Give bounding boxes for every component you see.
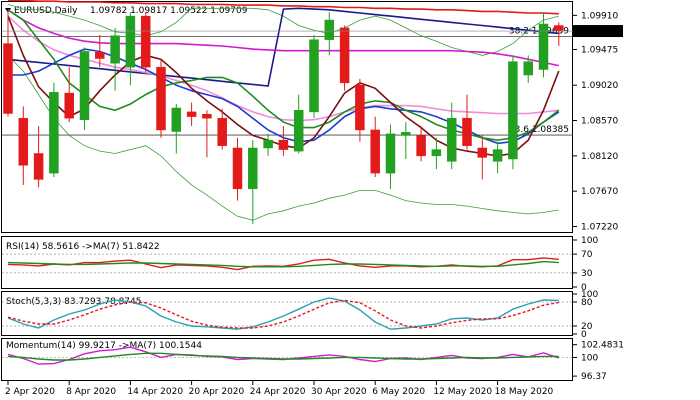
y-tick-label: 0 <box>581 283 587 293</box>
indicator-line <box>7 352 559 361</box>
x-tick-label: 2 Apr 2020 <box>5 387 55 397</box>
price-label-box <box>573 25 623 38</box>
candle-body <box>110 35 120 64</box>
candle-body <box>523 61 533 76</box>
candle-body <box>508 61 518 160</box>
candle-body <box>186 111 197 117</box>
rsi-label: RSI(14) 58.5616 ->MA(7) 51.8422 <box>6 242 160 252</box>
x-tick-label: 6 May 2020 <box>372 387 425 397</box>
candle-body <box>401 132 411 136</box>
stoch-label: Stoch(5,3,3) 83.7293 78.8745 <box>6 297 141 307</box>
candle-body <box>64 92 74 119</box>
rsi-panel-border <box>1 236 573 289</box>
y-tick-label: 100 <box>581 236 598 246</box>
x-axis: 2 Apr 2020 8 Apr 2020 14 Apr 2020 20 Apr 20… <box>5 381 554 397</box>
candle-body <box>95 51 105 59</box>
candle-body <box>324 19 335 40</box>
main-panel-border <box>1 1 573 233</box>
candle-body <box>446 117 457 162</box>
candle-body <box>416 135 426 157</box>
candle-body <box>492 149 503 162</box>
momentum-panel: 102.4831 100 96.37 <box>2 341 624 382</box>
candle-body <box>140 15 151 68</box>
price-label: 1.09709 <box>577 28 618 38</box>
ohlc-header: 1.09782 1.09817 1.09522 1.09709 <box>90 6 248 16</box>
candle-body <box>462 117 472 146</box>
candle-body <box>431 149 442 157</box>
y-tick-label: 1.07220 <box>581 223 618 233</box>
y-tick-label: 20 <box>581 322 593 332</box>
y-tick-label: 100 <box>581 290 598 300</box>
x-tick-label: 20 Apr 2020 <box>189 387 245 397</box>
candle-body <box>370 129 380 174</box>
y-tick-label: 30 <box>581 269 593 279</box>
moving-average-line <box>7 9 560 142</box>
candle-body <box>125 15 136 68</box>
candle-body <box>49 92 59 174</box>
candle-body <box>309 39 319 113</box>
candle-body <box>293 110 304 152</box>
y-tick-label: 100 <box>581 353 598 363</box>
candle-body <box>202 114 212 119</box>
y-tick-label: 1.09020 <box>581 81 618 91</box>
y-tick-label: 0 <box>581 330 587 340</box>
y-tick-label: 1.08120 <box>581 152 618 162</box>
moving-average-line <box>7 9 559 67</box>
stoch-panel-border <box>1 291 573 336</box>
candle-body <box>79 51 90 120</box>
x-tick-label: 30 Apr 2020 <box>311 387 367 397</box>
candle-body <box>339 27 350 84</box>
main-price-panel: 1.09910 1.09475 1.09020 1.08570 1.08120 1.076… <box>2 0 623 233</box>
y-tick-label: 1.09910 <box>581 11 618 21</box>
rsi-panel: 100 70 30 0 <box>2 236 598 293</box>
y-tick-label: 70 <box>581 250 593 260</box>
y-tick-label: 1.07670 <box>581 187 618 197</box>
y-tick-label: 96.37 <box>581 372 607 382</box>
candle-body <box>263 139 273 149</box>
y-tick-label: 1.09475 <box>581 45 618 55</box>
candle-body <box>477 147 488 158</box>
candle-body <box>171 107 182 132</box>
candle-body <box>385 133 396 174</box>
x-tick-label: 14 Apr 2020 <box>127 387 183 397</box>
candle-body <box>217 117 227 146</box>
candle-body <box>18 117 29 166</box>
candle-body <box>278 139 289 150</box>
moving-average-line <box>7 7 559 87</box>
x-tick-label: 12 May 2020 <box>433 387 492 397</box>
candle-body <box>248 147 258 190</box>
y-tick-label: 102.4831 <box>581 341 624 351</box>
x-tick-label: 8 Apr 2020 <box>66 387 116 397</box>
candle-body <box>538 23 549 70</box>
x-tick-label: 24 Apr 2020 <box>250 387 306 397</box>
moving-average-line <box>8 0 559 15</box>
momentum-panel-border <box>1 338 573 381</box>
indicator-line <box>7 260 559 268</box>
candle-body <box>33 153 44 180</box>
candle-body <box>554 25 564 32</box>
indicator-line <box>7 297 559 330</box>
y-tick-label: 80 <box>581 298 593 308</box>
momentum-label: Momentum(14) 99.9217 ->MA(7) 100.1544 <box>6 341 202 351</box>
candle-body <box>156 66 166 131</box>
y-tick-label: 1.08570 <box>581 117 618 127</box>
candle-body <box>355 84 365 131</box>
bollinger-lower-line <box>7 55 559 221</box>
fib-level-label: 23.6 1.08385 <box>509 125 569 135</box>
candle-body <box>232 147 243 190</box>
candle-body <box>3 43 13 114</box>
x-tick-label: 18 May 2020 <box>495 387 554 397</box>
